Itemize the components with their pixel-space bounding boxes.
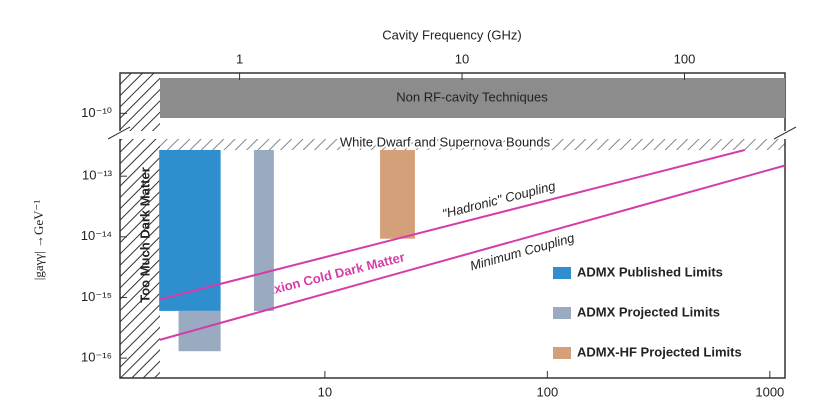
limit-region (380, 150, 415, 239)
x2-tick-label: 100 (674, 51, 696, 66)
non-rf-band (160, 78, 785, 118)
legend-label: ADMX Projected Limits (577, 304, 720, 319)
y-axis-label: |gaγγ| →GeV⁻¹ (31, 200, 46, 281)
x-tick-label: 1000 (755, 384, 784, 399)
legend-swatch (553, 347, 571, 359)
y-tick-label: 10⁻¹⁵ (81, 289, 112, 304)
y-tick-label: 10⁻¹⁶ (81, 350, 112, 365)
x2-tick-label: 1 (236, 51, 243, 66)
limit-region (159, 150, 221, 311)
y-tick-label: 10⁻¹³ (82, 168, 113, 183)
limit-region (178, 310, 221, 352)
legend-swatch (553, 267, 571, 279)
axis-break (112, 131, 718, 139)
annotation: White Dwarf and Supernova Bounds (340, 134, 551, 149)
break-mark (107, 126, 131, 140)
hatch-region (120, 73, 160, 378)
legend-label: ADMX Published Limits (577, 264, 723, 279)
x-tick-label: 10 (318, 384, 332, 399)
y-tick-label: 10⁻¹⁰ (81, 105, 112, 120)
legend-label: ADMX-HF Projected Limits (577, 344, 742, 359)
axis-break (718, 131, 793, 139)
annotation: Too Much Dark Matter (137, 167, 152, 303)
legend-swatch (553, 307, 571, 319)
coupling-line (159, 149, 745, 301)
y-tick-label: 10⁻¹⁴ (81, 228, 112, 243)
x-tick-label: 100 (536, 384, 558, 399)
x2-tick-label: 10 (455, 51, 469, 66)
top-axis-title: Cavity Frequency (GHz) (382, 27, 521, 42)
coupling-line (159, 164, 786, 341)
break-mark (773, 126, 797, 140)
limit-region (253, 150, 274, 311)
annotation: Non RF-cavity Techniques (396, 89, 548, 104)
